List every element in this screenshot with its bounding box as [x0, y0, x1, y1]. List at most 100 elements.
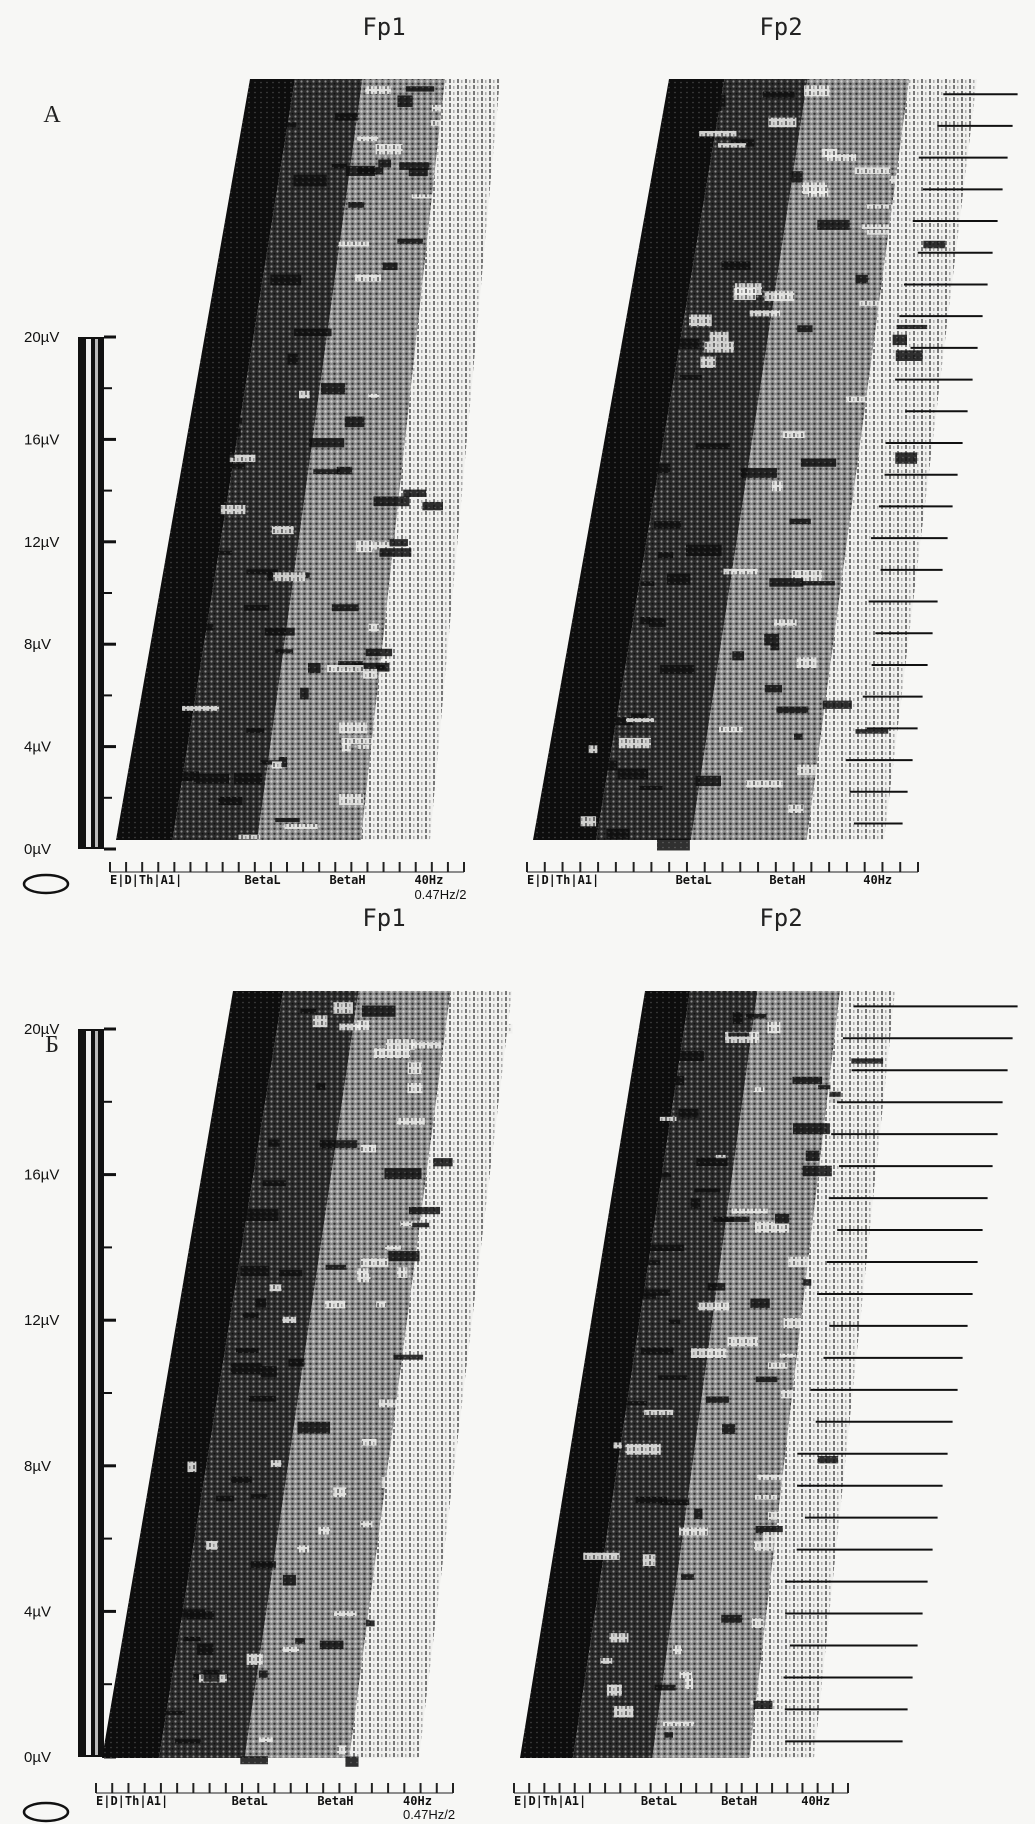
spectrogram-blotch	[295, 1638, 305, 1644]
spectrogram-blotch	[703, 80, 718, 89]
spectrogram-blotch	[632, 1289, 671, 1296]
spectrogram-blotch	[855, 729, 889, 734]
axis-label: 40Hz	[863, 873, 892, 887]
scale-label: 0µV	[24, 841, 51, 858]
spectrogram-blotch	[700, 356, 716, 368]
spectrogram-blotch	[769, 578, 804, 587]
spectrogram-blotch	[756, 1474, 789, 1480]
spectrogram-blotch	[690, 1198, 701, 1209]
spectrogram-blotch	[800, 581, 835, 586]
spectrogram-blotch	[433, 1158, 453, 1167]
spectrogram-blotch	[278, 757, 287, 768]
spectrogram-blotch	[763, 91, 795, 98]
spectrogram-blotch	[822, 700, 852, 709]
spectrogram-blotch	[644, 1409, 674, 1416]
scale-label: 20µV	[24, 329, 59, 346]
spectrogram-blotch	[668, 1319, 681, 1325]
spectrogram-blotch	[754, 1494, 778, 1500]
spectrogram-blotch	[659, 1116, 677, 1121]
spectrogram-blotch	[889, 176, 922, 184]
spectrogram-blotch	[357, 1273, 371, 1283]
spectrogram-blotch	[168, 714, 180, 722]
spectrogram-blotch	[789, 518, 811, 525]
spectrogram-band	[572, 991, 758, 1758]
spectrogram-blotch	[588, 745, 598, 754]
spectrogram-blotch	[662, 1721, 695, 1727]
spectrogram-blotch	[444, 300, 463, 308]
spectrogram-blotch	[625, 1443, 661, 1455]
spectrogram-blotch	[260, 760, 281, 765]
spectrogram-blotch	[684, 1677, 693, 1690]
spectrogram-blotch	[864, 633, 878, 641]
spectrogram-blotch	[222, 464, 245, 469]
spectrogram-band	[102, 991, 284, 1758]
spectrogram-blotch	[220, 504, 246, 515]
spectrogram-blotch	[749, 310, 781, 317]
spectrogram-blotch	[740, 468, 777, 478]
spectrogram-blotch	[648, 617, 666, 628]
axis-label: 40Hz	[414, 873, 443, 887]
spectrogram-blotch	[815, 1373, 826, 1378]
spectrogram-blotch	[269, 1284, 282, 1292]
spectrogram-blotch	[238, 834, 260, 840]
spectrogram-blotch	[186, 1611, 215, 1620]
spectrogram-blotch	[341, 738, 379, 745]
spectrogram-blotch	[243, 604, 270, 611]
spectrogram-blotch	[678, 1108, 699, 1118]
spectrogram-blotch	[719, 726, 743, 733]
spectrogram-band	[116, 79, 295, 840]
axis-label: 40Hz	[801, 1794, 830, 1808]
spectrogram-blotch	[368, 1640, 389, 1645]
spectrogram-blotch	[348, 201, 365, 208]
spectrogram-blotch	[345, 1756, 359, 1767]
spectrogram-blotch	[399, 162, 430, 170]
spectrogram-blotch	[725, 1031, 760, 1044]
spectrogram-blotch	[629, 1294, 656, 1299]
spectrogram-blotch	[406, 546, 441, 554]
spectrogram-blotch	[625, 718, 655, 723]
spectrogram-blotch	[411, 194, 448, 199]
spectrogram-blotch	[408, 168, 428, 177]
spectrogram-blotch	[298, 390, 310, 399]
spectrogram-blotch	[373, 1048, 410, 1059]
spectrogram-blotch	[271, 526, 294, 535]
spectrogram-blotch	[312, 1015, 328, 1028]
spectrogram-blotch	[642, 1554, 656, 1566]
spectrogram-blotch	[793, 733, 803, 740]
spectrogram-blotch	[580, 816, 597, 827]
spectrogram-blotch	[407, 1082, 423, 1094]
panel-letter: Б	[45, 1032, 59, 1058]
spectrogram-blotch	[817, 1455, 839, 1464]
spectrogram-blotch	[344, 416, 365, 428]
spectrogram-blotch	[723, 568, 758, 575]
spectrogram-blotch	[817, 219, 850, 230]
spectrogram-blotch	[671, 1051, 704, 1061]
spectrogram-blotch	[720, 1217, 734, 1222]
spectrogram-blotch	[722, 1424, 736, 1434]
spectrogram-blotch	[685, 544, 722, 557]
spectrogram-blotch	[357, 744, 374, 749]
spectrogram-blotch	[422, 501, 443, 511]
lead-title: Fp1	[362, 13, 405, 41]
spectrogram-blotch	[382, 262, 398, 271]
spectrogram-blotch	[801, 182, 828, 194]
spectrogram-blotch	[297, 1545, 310, 1553]
spectrogram-blotch	[635, 1496, 667, 1504]
spectrogram-blotch	[357, 136, 379, 142]
spectrogram-blotch	[285, 122, 297, 128]
spectrogram-blotch	[664, 1732, 673, 1738]
spectrogram-blotch	[721, 1614, 742, 1623]
spectrogram-blotch	[219, 1247, 239, 1257]
spectrogram-blotch	[788, 1256, 812, 1268]
spectrogram-blotch	[378, 159, 392, 168]
spectrogram-blotch	[654, 382, 667, 389]
spectrogram-blotch	[646, 1172, 671, 1178]
spectrogram-blotch	[333, 1002, 353, 1014]
spectrogram-blotch	[666, 573, 691, 585]
spectrogram-blotch	[320, 383, 346, 395]
spectrogram-blotch	[378, 1399, 406, 1408]
spectrogram-blotch	[804, 85, 830, 97]
spectrogram-blotch	[821, 148, 838, 158]
